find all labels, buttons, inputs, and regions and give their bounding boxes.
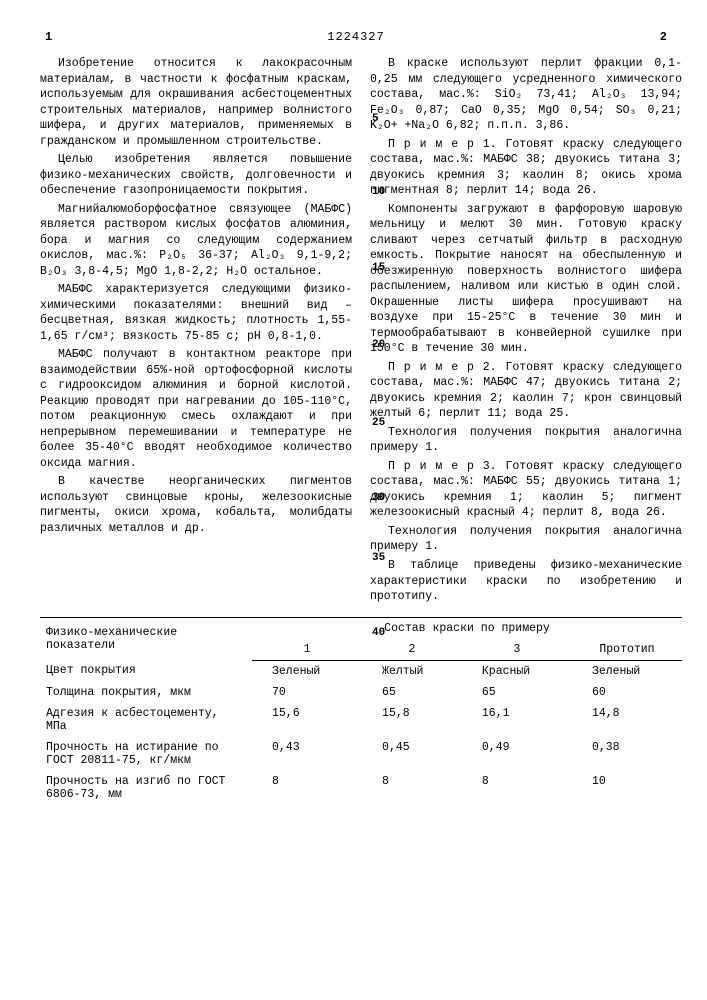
cell: 0,45 [362,737,462,771]
cell: 0,38 [572,737,682,771]
col-2: 2 [362,639,462,661]
cell: 16,1 [462,703,572,737]
row-label: Цвет покрытия [40,660,252,682]
page-header: 1 1224327 2 [40,30,682,44]
col-prototype: Прототип [572,639,682,661]
paragraph: 35П р и м е р 3. Готовят краску следующе… [370,459,682,521]
paragraph: 40В таблице приведены физико-механически… [370,558,682,605]
line-marker-25: 25 [354,416,385,431]
line-marker-10: 10 [354,185,385,200]
paragraph: МАБФС получают в контактном реакторе при… [40,347,352,471]
paragraph: 1520Компоненты загружают в фарфоровую ша… [370,202,682,357]
cell: Зеленый [252,660,362,682]
cell: 10 [572,771,682,805]
table-row: Прочность на изгиб по ГОСТ 6806-73, мм 8… [40,771,682,805]
cell: Красный [462,660,572,682]
row-label: Прочность на изгиб по ГОСТ 6806-73, мм [40,771,252,805]
patent-page: 1 1224327 2 Изобретение относится к лако… [0,0,707,1000]
row-label: Адгезия к асбестоцементу, МПа [40,703,252,737]
paragraph: Целью изобретения является повышение физ… [40,152,352,199]
paragraph: Изобретение относится к лакокрасочным ма… [40,56,352,149]
col-3: 3 [462,639,572,661]
right-column-number: 2 [660,30,667,44]
cell: 65 [362,682,462,703]
line-marker-30: 30 [354,491,385,506]
properties-table: Физико-механические показатели Состав кр… [40,616,682,805]
cell: 0,49 [462,737,572,771]
row-label: Толщина покрытия, мкм [40,682,252,703]
line-marker-35: 35 [354,551,385,566]
table-row: Адгезия к асбестоцементу, МПа 15,6 15,8 … [40,703,682,737]
cell: 65 [462,682,572,703]
cell: 0,43 [252,737,362,771]
paragraph: 5В краске используют перлит фракции 0,1-… [370,56,682,134]
line-marker-40: 40 [354,626,385,641]
line-marker-15: 15 [354,261,385,276]
patent-number: 1224327 [52,30,660,44]
line-marker-5: 5 [354,112,379,127]
table-row: Толщина покрытия, мкм 70 65 65 60 [40,682,682,703]
paragraph: Технология получения покрытия аналогична… [370,524,682,555]
cell: 60 [572,682,682,703]
cell: 8 [462,771,572,805]
paragraph: 30Технология получения покрытия аналогич… [370,425,682,456]
left-column: Изобретение относится к лакокрасочным ма… [40,56,352,608]
cell: Зеленый [572,660,682,682]
paragraph: Магнийалюмоборфосфатное связующее (МАБФС… [40,202,352,280]
cell: 15,8 [362,703,462,737]
cell: 8 [252,771,362,805]
cell: 14,8 [572,703,682,737]
cell: Желтый [362,660,462,682]
paragraph: 25П р и м е р 2. Готовят краску следующе… [370,360,682,422]
text-columns: Изобретение относится к лакокрасочным ма… [40,56,682,608]
cell: 8 [362,771,462,805]
cell: 70 [252,682,362,703]
col-1: 1 [252,639,362,661]
table-header-indicators: Физико-механические показатели [40,617,252,660]
table-body: Цвет покрытия Зеленый Желтый Красный Зел… [40,660,682,805]
table-header-composition: Состав краски по примеру [252,617,682,639]
table-row: Цвет покрытия Зеленый Желтый Красный Зел… [40,660,682,682]
paragraph: МАБФС характеризуется следующими физико-… [40,282,352,344]
left-column-number: 1 [45,30,52,44]
right-column: 5В краске используют перлит фракции 0,1-… [370,56,682,608]
table-row: Прочность на истирание по ГОСТ 20811-75,… [40,737,682,771]
row-label: Прочность на истирание по ГОСТ 20811-75,… [40,737,252,771]
paragraph: В качестве неорганических пигментов испо… [40,474,352,536]
line-marker-20: 20 [354,338,385,353]
paragraph: 10П р и м е р 1. Готовят краску следующе… [370,137,682,199]
cell: 15,6 [252,703,362,737]
